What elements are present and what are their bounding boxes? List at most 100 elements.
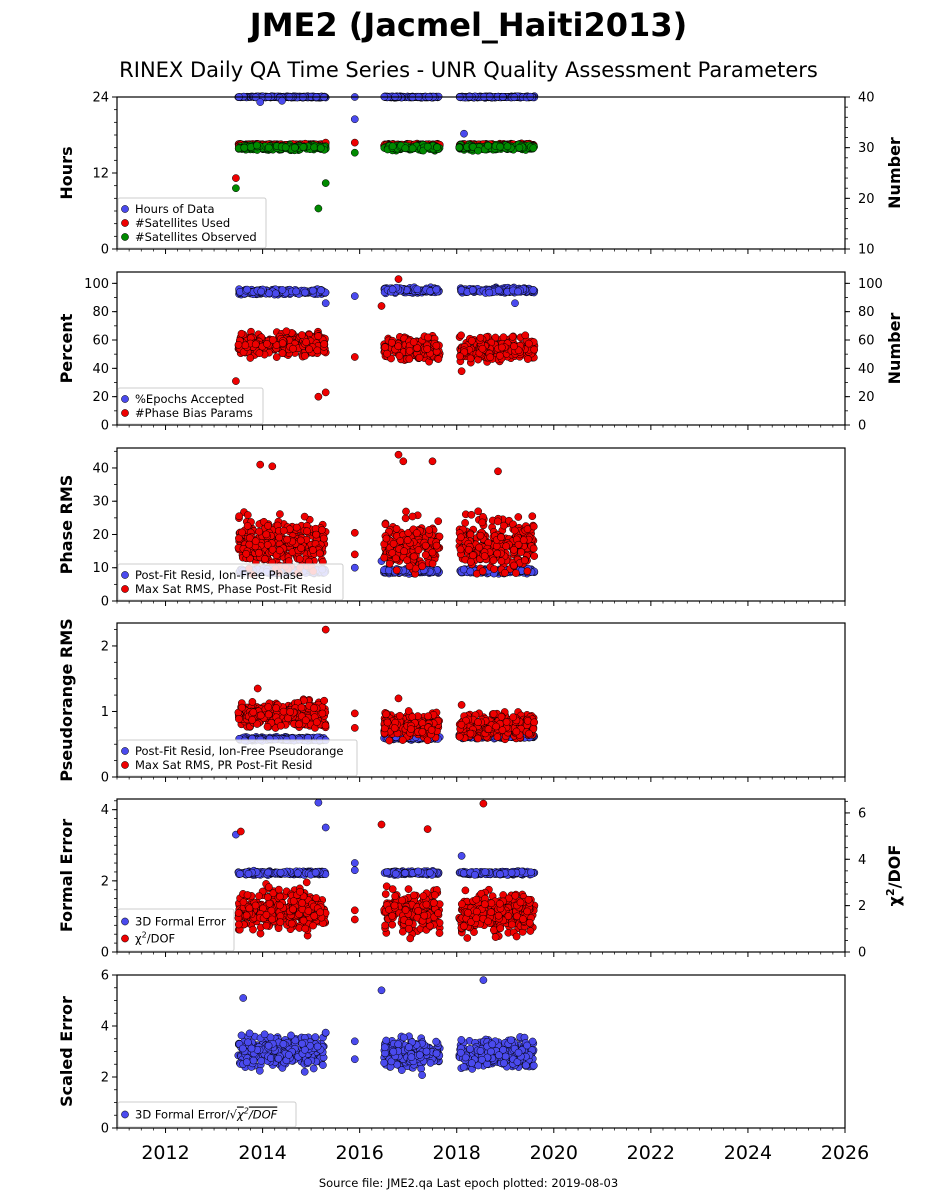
data-point xyxy=(434,517,443,526)
data-point xyxy=(457,331,465,340)
y-tick-label: 24 xyxy=(92,91,109,106)
data-point xyxy=(500,521,508,530)
data-point xyxy=(461,519,469,527)
data-point xyxy=(381,520,390,529)
data-point xyxy=(493,517,502,526)
y2-tick-label: 20 xyxy=(858,192,875,207)
data-point xyxy=(508,332,517,341)
series-red-points xyxy=(234,450,539,579)
data-point xyxy=(302,338,310,346)
data-point xyxy=(519,536,528,544)
y2-tick-label: 60 xyxy=(858,334,875,349)
data-point xyxy=(520,556,529,565)
y2-tick-label: 20 xyxy=(858,390,875,405)
legend-marker xyxy=(121,233,129,241)
y-tick-label: 60 xyxy=(92,334,109,349)
data-point xyxy=(255,349,264,358)
data-point xyxy=(388,285,397,294)
data-point xyxy=(412,529,421,537)
y-tick-label: 30 xyxy=(92,495,109,510)
data-point xyxy=(271,289,280,298)
data-point xyxy=(253,141,261,150)
data-point xyxy=(395,352,404,360)
y2-tick-label: 30 xyxy=(858,141,875,156)
data-point xyxy=(517,548,525,556)
data-point xyxy=(278,339,287,348)
data-point xyxy=(313,346,322,355)
data-point xyxy=(246,354,255,362)
data-point xyxy=(413,285,422,294)
data-point xyxy=(433,143,441,152)
data-point xyxy=(385,559,394,568)
y2-tick-label: 40 xyxy=(858,91,875,106)
data-point xyxy=(499,333,508,342)
data-point xyxy=(485,288,494,297)
data-point xyxy=(498,343,506,352)
legend-marker xyxy=(121,395,129,403)
data-point xyxy=(480,552,489,560)
y-tick-label: 0 xyxy=(101,419,109,434)
data-point xyxy=(314,332,323,340)
data-point xyxy=(401,514,410,523)
y-tick-label: 40 xyxy=(92,461,109,476)
legend-entry: #Satellites Observed xyxy=(135,230,257,244)
data-point xyxy=(381,343,389,352)
data-point xyxy=(300,512,309,521)
data-point xyxy=(261,555,269,563)
data-point xyxy=(432,541,441,550)
data-point xyxy=(456,352,464,361)
data-point xyxy=(237,329,246,338)
series-blue-points xyxy=(234,92,539,138)
data-point xyxy=(510,526,519,535)
data-point xyxy=(496,142,504,151)
data-point xyxy=(403,556,411,565)
data-point xyxy=(305,345,314,354)
data-point xyxy=(315,549,324,558)
data-point xyxy=(423,142,432,151)
outlier-point xyxy=(232,174,240,182)
legend-marker xyxy=(121,409,129,417)
legend-entry: Post-Fit Resid, Ion-Free Phase xyxy=(135,568,303,582)
data-point xyxy=(318,526,326,534)
data-point xyxy=(478,567,487,576)
data-point xyxy=(466,530,475,539)
data-point xyxy=(423,345,432,353)
y-tick-label: 100 xyxy=(84,277,109,292)
outlier-point xyxy=(428,457,437,466)
data-point xyxy=(484,141,492,150)
data-point xyxy=(402,507,410,516)
y-tick-label: 0 xyxy=(101,243,109,258)
data-point xyxy=(414,546,423,554)
data-point xyxy=(383,349,391,358)
data-point xyxy=(263,340,271,348)
data-point xyxy=(428,559,437,568)
data-point xyxy=(497,533,505,542)
y-tick-label: 80 xyxy=(92,305,109,320)
data-point xyxy=(476,531,485,540)
y2-tick-label: 100 xyxy=(858,277,883,292)
data-point xyxy=(476,333,485,342)
data-point xyxy=(275,533,284,542)
y2-tick-label: 10 xyxy=(858,243,875,258)
outlier-point xyxy=(350,563,359,572)
outlier-point xyxy=(232,377,240,385)
data-point xyxy=(467,510,476,519)
legend-marker xyxy=(121,571,129,579)
outlier-point xyxy=(350,148,359,157)
outlier-point xyxy=(394,275,403,283)
data-point xyxy=(408,512,417,521)
series-blue-points xyxy=(235,283,539,308)
data-point xyxy=(530,345,539,354)
data-point xyxy=(455,143,464,152)
outlier-point xyxy=(350,353,359,361)
outlier-point xyxy=(232,184,240,193)
data-point xyxy=(415,353,424,362)
outlier-point xyxy=(350,138,359,147)
data-point xyxy=(405,355,414,363)
data-point xyxy=(275,546,284,555)
data-point xyxy=(380,553,389,562)
y-tick-label: 12 xyxy=(92,167,109,182)
data-point xyxy=(388,142,397,151)
y-axis-label: Percent xyxy=(57,313,76,383)
